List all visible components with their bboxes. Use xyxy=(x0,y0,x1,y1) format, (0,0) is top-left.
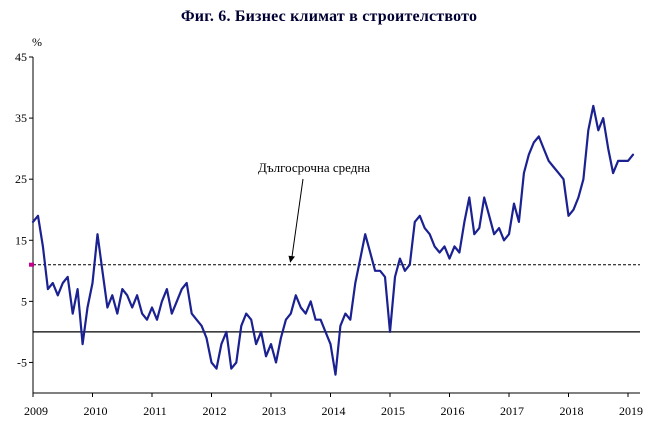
annotation-arrow-head xyxy=(288,255,295,263)
x-tick-label: 2017 xyxy=(500,404,524,418)
x-tick-label: 2009 xyxy=(24,404,48,418)
y-tick-label: 25 xyxy=(15,172,27,186)
x-tick-label: 2012 xyxy=(203,404,227,418)
chart-title: Фиг. 6. Бизнес климат в строителството xyxy=(180,8,478,25)
y-tick-label: 5 xyxy=(21,294,27,308)
x-tick-label: 2018 xyxy=(560,404,584,418)
x-tick-label: 2013 xyxy=(262,404,286,418)
y-tick-label: 45 xyxy=(15,50,27,64)
average-annotation-label: Дългосрочна средна xyxy=(258,160,370,175)
x-tick-label: 2019 xyxy=(619,404,643,418)
y-tick-label: -5 xyxy=(17,355,27,369)
series-line xyxy=(31,104,635,376)
x-tick-label: 2010 xyxy=(84,404,108,418)
y-axis-unit-label: % xyxy=(32,35,42,49)
annotation-arrow-line xyxy=(291,178,304,257)
y-tick-label: 35 xyxy=(15,111,27,125)
x-tick-label: 2015 xyxy=(381,404,405,418)
x-tick-label: 2016 xyxy=(441,404,465,418)
average-start-marker xyxy=(29,262,34,267)
y-tick-label: 15 xyxy=(15,233,27,247)
x-tick-label: 2014 xyxy=(322,404,346,418)
x-tick-label: 2011 xyxy=(143,404,167,418)
